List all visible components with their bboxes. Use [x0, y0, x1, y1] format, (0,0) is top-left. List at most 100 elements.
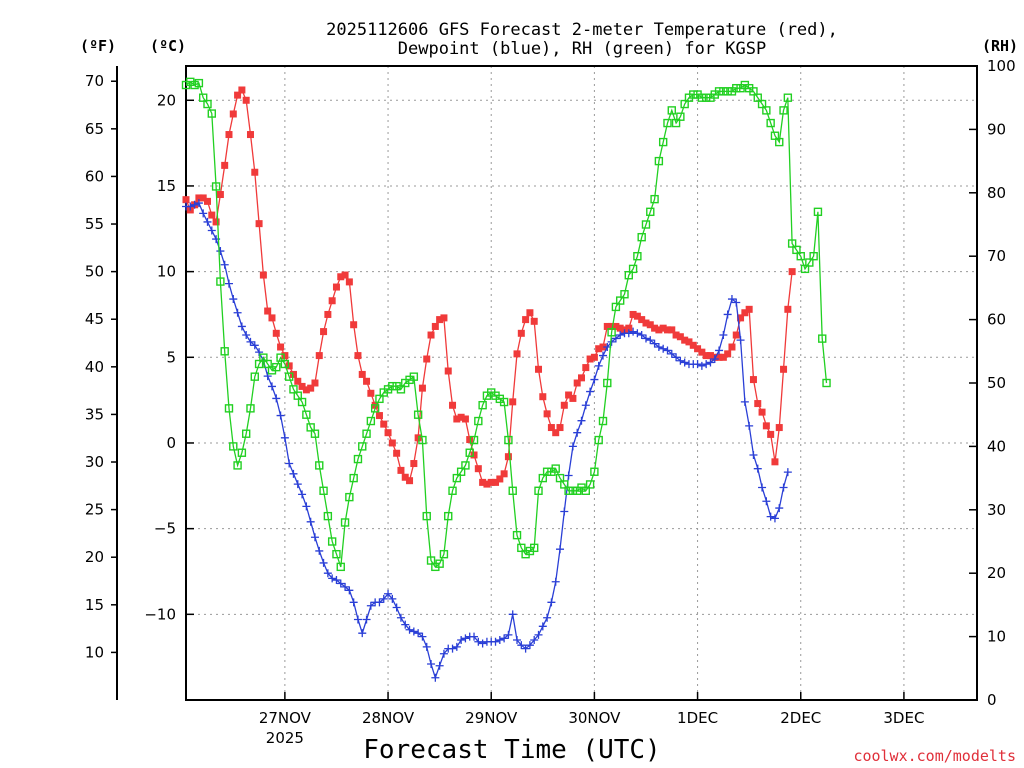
relative-humidity-point [792, 245, 801, 255]
temperature-point [212, 218, 220, 226]
dewpoint-point [358, 629, 367, 638]
dewpoint-point [495, 636, 504, 645]
temperature-point [775, 424, 783, 432]
temperature-point [530, 317, 538, 325]
dewpoint-point [409, 627, 418, 636]
dewpoint-point [396, 613, 405, 622]
dewpoint-point [594, 361, 603, 370]
dewpoint-point [190, 200, 199, 209]
temperature-point [470, 451, 478, 459]
temperature-point [285, 362, 293, 370]
celsius-tick-label: −5 [154, 520, 176, 538]
relative-humidity-point [581, 486, 590, 495]
relative-humidity-point [224, 404, 234, 413]
relative-humidity-point [293, 391, 302, 400]
temperature-point [762, 422, 770, 430]
relative-humidity-point [560, 480, 569, 489]
temperature-point [547, 424, 555, 432]
temperature-point [294, 377, 302, 385]
temperature-point [642, 319, 650, 327]
temperature-point [771, 458, 779, 466]
dewpoint-point [392, 603, 401, 612]
dewpoint-point [310, 533, 319, 542]
relative-humidity-point [259, 353, 268, 362]
relative-humidity-point [813, 207, 823, 217]
relative-humidity-point [237, 448, 247, 457]
temperature-point [246, 131, 254, 139]
fahrenheit-unit-label: (ºF) [80, 37, 116, 55]
relative-humidity-point [800, 264, 810, 274]
dewpoint-point [289, 469, 298, 478]
temperature-point [741, 309, 749, 317]
temperature-point [436, 316, 444, 324]
temperature-point [719, 353, 727, 361]
fahrenheit-tick-label: 65 [85, 120, 104, 138]
temperature-point [749, 376, 757, 384]
dewpoint-point [345, 586, 354, 595]
relative-humidity-point [611, 302, 621, 312]
temperature-point [754, 400, 762, 408]
x-tick-label: 2DEC [780, 709, 821, 727]
relative-humidity-point [366, 416, 376, 426]
temperature-point [216, 191, 224, 199]
relative-humidity-point [517, 543, 526, 553]
dewpoint-point [194, 199, 203, 208]
temperature-point [582, 364, 590, 372]
temperature-point [449, 401, 457, 409]
rh-tick-label: 50 [987, 374, 1006, 392]
temperature-point [423, 355, 431, 363]
relative-humidity-point [448, 486, 457, 495]
dewpoint-point [581, 401, 590, 410]
dewpoint-point [556, 545, 565, 554]
relative-humidity-point [319, 486, 328, 495]
relative-humidity-point [461, 461, 470, 470]
temperature-point [401, 473, 409, 481]
temperature-point [242, 96, 250, 104]
dewpoint-point [379, 594, 388, 603]
temperature-point [694, 345, 702, 353]
temperature-point [380, 420, 388, 428]
rh-tick-label: 80 [987, 184, 1006, 202]
dewpoint-point [452, 642, 461, 651]
relative-humidity-point [762, 106, 771, 115]
dewpoint-point [263, 372, 272, 381]
dewpoint-point [461, 634, 470, 643]
temperature-point [199, 194, 207, 202]
temperature-point [208, 211, 216, 219]
temperature-point [595, 345, 603, 353]
temperature-point [367, 389, 375, 397]
relative-humidity-point [327, 537, 337, 546]
temperature-point [556, 424, 564, 432]
relative-humidity-point [787, 239, 797, 248]
temperature-point [646, 321, 654, 329]
relative-humidity-point [809, 251, 818, 261]
dewpoint-point [770, 514, 779, 523]
temperature-point [629, 310, 637, 318]
dewpoint-point [224, 279, 233, 288]
relative-humidity-point [254, 359, 264, 369]
relative-humidity-point [203, 99, 212, 109]
temperature-point [358, 370, 366, 378]
relative-humidity-point [388, 381, 397, 391]
relative-humidity-point [272, 362, 281, 372]
dewpoint-point [573, 428, 582, 437]
dewpoint-point [667, 349, 676, 358]
dewpoint-point [517, 641, 526, 650]
temperature-point [354, 352, 362, 360]
temperature-point [418, 384, 426, 392]
dewpoint-point [366, 601, 375, 610]
dewpoint-point [697, 361, 706, 370]
dewpoint-point [633, 329, 642, 338]
temperature-point [397, 466, 405, 474]
relative-humidity-point [370, 404, 380, 413]
dewpoint-point [732, 298, 741, 307]
dewpoint-point [285, 459, 294, 468]
dewpoint-point [439, 649, 448, 658]
dewpoint-point [384, 589, 393, 598]
relative-humidity-point [671, 118, 681, 128]
chart-title-line2: Dewpoint (blue), RH (green) for KGSP [398, 39, 766, 59]
relative-humidity-point [284, 372, 294, 381]
temperature-point [302, 386, 310, 394]
dewpoint-point [414, 629, 423, 638]
dewpoint-point [766, 512, 775, 521]
